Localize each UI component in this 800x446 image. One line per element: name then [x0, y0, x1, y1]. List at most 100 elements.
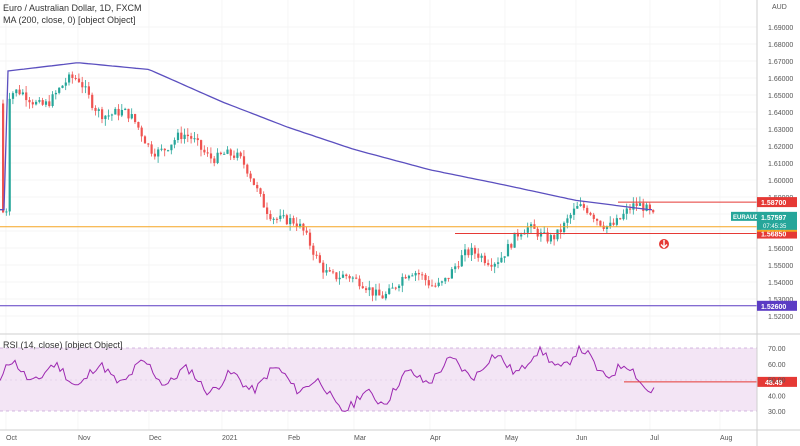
candle-body [282, 215, 285, 217]
candle-body [193, 138, 196, 140]
candle-body [153, 153, 156, 157]
candle-body [279, 215, 282, 219]
candle-body [91, 94, 94, 108]
candle-body [170, 144, 173, 151]
candle-body [190, 136, 193, 139]
rsi-levels: 48.49 [624, 376, 797, 387]
candle-body [64, 82, 67, 86]
candle-body [209, 153, 213, 159]
candle-body [622, 213, 625, 220]
candle-body [272, 218, 275, 220]
rsi-band [0, 348, 757, 411]
candle-body [61, 85, 64, 88]
candle-body [500, 257, 503, 263]
candle-body [259, 188, 262, 194]
candle-body [81, 82, 84, 88]
candle-body [229, 149, 232, 156]
candle-body [516, 232, 519, 237]
candle-body [365, 288, 368, 291]
price-tick-label: 1.68000 [768, 42, 793, 49]
price-axis[interactable]: 1.69000 1.68000 1.67000 1.66000 1.65000 1.640… [768, 25, 793, 321]
candle-body [589, 212, 592, 215]
candle-body [371, 287, 374, 296]
candle-body [186, 134, 189, 137]
candle-body [77, 78, 81, 83]
candle-body [599, 220, 602, 226]
candle-body [473, 247, 477, 254]
rsi-axis[interactable]: 70.00 60.00 50.00 40.00 30.00 [768, 346, 786, 416]
candle-body [497, 262, 500, 264]
candle-body [315, 254, 318, 256]
candle-body [249, 173, 252, 179]
candle-body [163, 148, 166, 151]
candle-body [262, 193, 265, 208]
price-levels [0, 201, 757, 307]
price-tick-label: 1.53000 [768, 297, 793, 304]
candle-body [615, 218, 618, 225]
candle-body [305, 230, 308, 233]
candle-body [341, 274, 345, 278]
candle-body [332, 271, 335, 273]
time-tick-label: Mar [354, 435, 367, 442]
candle-body [431, 285, 434, 287]
rsi-level-label: 48.49 [765, 380, 783, 387]
countdown-label: 07:45:35 [763, 224, 787, 230]
candle-body [213, 158, 216, 164]
candle-body [556, 229, 559, 240]
candle-body [427, 280, 430, 286]
candle-body [58, 87, 61, 93]
candle-body [127, 108, 130, 119]
candle-body [242, 156, 246, 165]
candle-body [299, 223, 302, 227]
candle-body [487, 263, 490, 265]
candle-body [285, 215, 288, 225]
candle-body [48, 101, 51, 106]
candle-body [183, 134, 186, 140]
candle-body [107, 115, 110, 117]
price-tick-label: 1.54000 [768, 280, 793, 287]
candle-body [325, 270, 328, 273]
level-tag [757, 228, 797, 239]
price-tags: 1.587001.568501.526001.57250EURAUD1.5759… [731, 197, 797, 311]
chart-title: Euro / Australian Dollar, 1D, FXCM [3, 3, 142, 13]
candle-body [345, 274, 348, 277]
candle-body [470, 247, 473, 256]
candle-body [308, 232, 312, 246]
level-tag-label: 1.52600 [761, 304, 786, 311]
candlesticks [2, 71, 655, 302]
candle-body [312, 245, 315, 255]
time-axis[interactable]: Oct Nov Dec 2021 Feb Mar Apr May Jun Jul Aug [6, 435, 733, 442]
candle-body [454, 266, 457, 270]
candle-body [467, 249, 470, 256]
candle-body [520, 234, 523, 237]
candle-body [176, 132, 180, 141]
symbol-tag-label: EURAUD [733, 215, 759, 221]
rsi-line [0, 344, 655, 412]
candle-body [137, 122, 140, 128]
ma-indicator-label: MA (200, close, 0) [object Object] [3, 15, 136, 25]
price-tick-label: 1.65000 [768, 93, 793, 100]
candle-body [398, 285, 401, 289]
candle-body [592, 214, 595, 219]
candle-body [147, 143, 150, 145]
candle-body [645, 204, 648, 211]
candle-body [569, 214, 572, 219]
candle-body [338, 277, 341, 280]
candle-body [104, 115, 107, 120]
candle-body [74, 77, 77, 79]
symbol-tag [731, 211, 757, 221]
candle-body [424, 274, 427, 281]
candle-body [252, 178, 255, 185]
candle-body [203, 149, 206, 153]
candle-body [374, 289, 378, 296]
currency-label: AUD [772, 4, 787, 11]
level-tag-label: 1.58700 [761, 200, 786, 207]
candle-body [256, 184, 259, 189]
candle-body [619, 218, 622, 220]
candle-body [411, 275, 414, 277]
current-price-tag [757, 211, 797, 230]
candle-body [480, 255, 483, 258]
candle-body [8, 98, 11, 212]
level-tag [757, 300, 797, 311]
